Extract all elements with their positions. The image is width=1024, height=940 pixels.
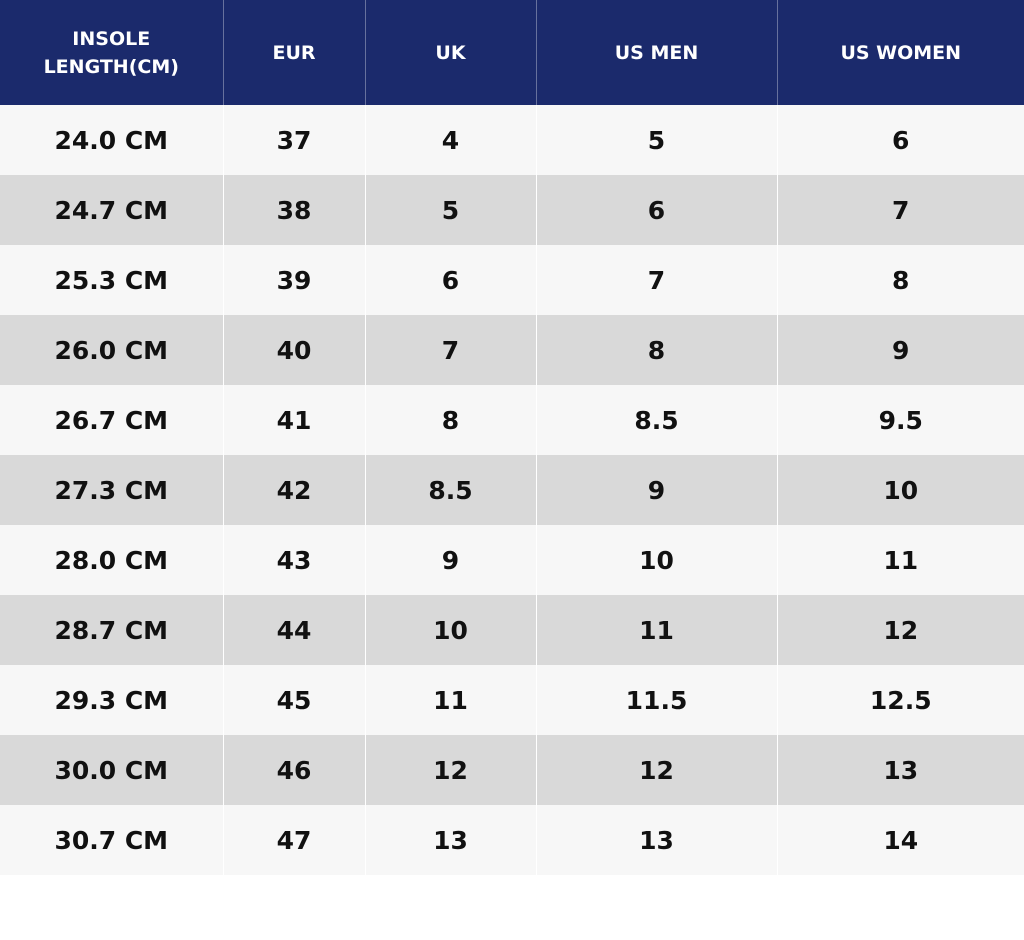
size-cell: 12 bbox=[364, 735, 536, 805]
insole-length-cell: 24.0 CM bbox=[0, 105, 223, 175]
table-row: 26.7 CM 41 8 8.5 9.5 bbox=[0, 385, 1024, 455]
size-cell: 13 bbox=[535, 805, 777, 875]
size-cell: 44 bbox=[222, 595, 365, 665]
insole-length-cell: 26.0 CM bbox=[0, 315, 223, 385]
size-cell: 7 bbox=[776, 175, 1024, 245]
size-cell: 12.5 bbox=[776, 665, 1024, 735]
header-cell: US MEN bbox=[535, 0, 777, 105]
table-row: 30.0 CM 46 12 12 13 bbox=[0, 735, 1024, 805]
table-body: 24.0 CM 37 4 5 6 24.7 CM 38 5 6 7 25.3 CM 39 6 7 8 26.0… bbox=[0, 105, 1024, 875]
header-cell: UK bbox=[364, 0, 536, 105]
insole-length-cell: 27.3 CM bbox=[0, 455, 223, 525]
insole-length-cell: 25.3 CM bbox=[0, 245, 223, 315]
size-cell: 10 bbox=[776, 455, 1024, 525]
size-cell: 39 bbox=[222, 245, 365, 315]
size-cell: 43 bbox=[222, 525, 365, 595]
size-cell: 6 bbox=[364, 245, 536, 315]
size-cell: 8 bbox=[776, 245, 1024, 315]
header-row: INSOLE LENGTH(CM) EUR UK US MEN US WOMEN bbox=[0, 0, 1024, 105]
size-cell: 42 bbox=[222, 455, 365, 525]
header-text: UK bbox=[435, 41, 466, 64]
table-row: 29.3 CM 45 11 11.5 12.5 bbox=[0, 665, 1024, 735]
insole-length-cell: 30.7 CM bbox=[0, 805, 223, 875]
header-text: EUR bbox=[272, 41, 316, 64]
size-cell: 11 bbox=[535, 595, 777, 665]
header-cell: US WOMEN bbox=[776, 0, 1024, 105]
header-cell: INSOLE LENGTH(CM) bbox=[0, 0, 223, 105]
size-cell: 6 bbox=[535, 175, 777, 245]
table-row: 27.3 CM 42 8.5 9 10 bbox=[0, 455, 1024, 525]
size-cell: 11 bbox=[364, 665, 536, 735]
size-cell: 38 bbox=[222, 175, 365, 245]
insole-length-cell: 30.0 CM bbox=[0, 735, 223, 805]
size-cell: 13 bbox=[364, 805, 536, 875]
header-text: US MEN bbox=[614, 41, 699, 64]
size-cell: 10 bbox=[364, 595, 536, 665]
size-cell: 4 bbox=[364, 105, 536, 175]
size-cell: 7 bbox=[364, 315, 536, 385]
size-cell: 8 bbox=[535, 315, 777, 385]
table-row: 26.0 CM 40 7 8 9 bbox=[0, 315, 1024, 385]
size-cell: 45 bbox=[222, 665, 365, 735]
table-row: 24.7 CM 38 5 6 7 bbox=[0, 175, 1024, 245]
size-cell: 41 bbox=[222, 385, 365, 455]
size-cell: 9.5 bbox=[776, 385, 1024, 455]
table-row: 24.0 CM 37 4 5 6 bbox=[0, 105, 1024, 175]
size-cell: 11 bbox=[776, 525, 1024, 595]
size-cell: 47 bbox=[222, 805, 365, 875]
insole-length-cell: 28.7 CM bbox=[0, 595, 223, 665]
size-cell: 12 bbox=[535, 735, 777, 805]
size-cell: 12 bbox=[776, 595, 1024, 665]
table-row: 28.0 CM 43 9 10 11 bbox=[0, 525, 1024, 595]
size-table: INSOLE LENGTH(CM) EUR UK US MEN US WOMEN 24.… bbox=[0, 0, 1024, 875]
size-cell: 8.5 bbox=[535, 385, 777, 455]
size-cell: 8 bbox=[364, 385, 536, 455]
size-cell: 9 bbox=[535, 455, 777, 525]
insole-length-cell: 24.7 CM bbox=[0, 175, 223, 245]
size-cell: 46 bbox=[222, 735, 365, 805]
size-cell: 14 bbox=[776, 805, 1024, 875]
size-cell: 5 bbox=[535, 105, 777, 175]
size-cell: 9 bbox=[364, 525, 536, 595]
header-text: INSOLE LENGTH(CM) bbox=[43, 27, 179, 78]
table-row: 28.7 CM 44 10 11 12 bbox=[0, 595, 1024, 665]
size-cell: 13 bbox=[776, 735, 1024, 805]
insole-length-cell: 28.0 CM bbox=[0, 525, 223, 595]
table-row: 30.7 CM 47 13 13 14 bbox=[0, 805, 1024, 875]
header-text: US WOMEN bbox=[840, 41, 962, 64]
insole-length-cell: 29.3 CM bbox=[0, 665, 223, 735]
size-cell: 10 bbox=[535, 525, 777, 595]
size-cell: 5 bbox=[364, 175, 536, 245]
header-cell: EUR bbox=[222, 0, 365, 105]
size-cell: 9 bbox=[776, 315, 1024, 385]
size-cell: 7 bbox=[535, 245, 777, 315]
size-cell: 11.5 bbox=[535, 665, 777, 735]
size-cell: 8.5 bbox=[364, 455, 536, 525]
size-cell: 40 bbox=[222, 315, 365, 385]
table-row: 25.3 CM 39 6 7 8 bbox=[0, 245, 1024, 315]
size-cell: 6 bbox=[776, 105, 1024, 175]
size-cell: 37 bbox=[222, 105, 365, 175]
insole-length-cell: 26.7 CM bbox=[0, 385, 223, 455]
